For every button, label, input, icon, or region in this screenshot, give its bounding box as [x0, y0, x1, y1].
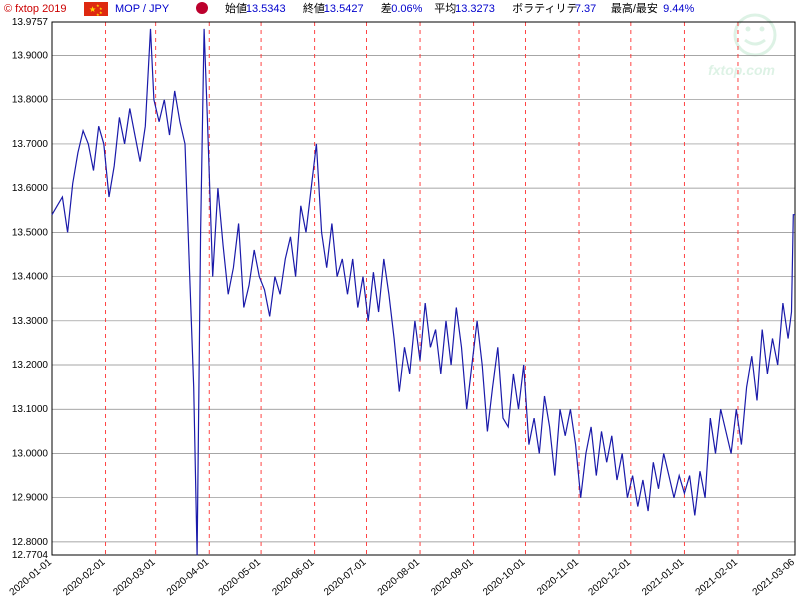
diff_label: 差: [381, 1, 392, 15]
ytick-label: 13.1000: [12, 404, 49, 415]
chart-svg: fxtop.com 12.8000 12.9000 13.0000 13.1000 13.…: [0, 0, 800, 600]
flag-china: ★★★★★: [84, 2, 108, 17]
ytick-label: 13.3000: [12, 316, 49, 327]
hilo_label: 最高/最安: [611, 1, 658, 15]
ytick-label: 12.8000: [12, 537, 49, 548]
diff_value: 0.06%: [391, 3, 422, 15]
ytick-label: 13.7000: [12, 139, 49, 150]
ytick-label: 13.6000: [12, 183, 49, 194]
avg_value: 13.3273: [455, 3, 495, 15]
open_value: 13.5343: [246, 3, 286, 15]
ytick-label: 13.8000: [12, 95, 49, 106]
close_value: 13.5427: [324, 3, 364, 15]
ytick-label: 12.9000: [12, 493, 49, 504]
svg-text:★: ★: [96, 12, 100, 17]
pair-label: MOP / JPY: [115, 3, 170, 15]
chart-container: fxtop.com 12.8000 12.9000 13.0000 13.1000 13.…: [0, 0, 800, 600]
svg-text:fxtop.com: fxtop.com: [708, 62, 775, 78]
flag-japan: [196, 2, 208, 14]
ytick-label: 13.9000: [12, 50, 49, 61]
svg-text:★: ★: [99, 10, 103, 15]
vol_value: 7.37: [575, 3, 596, 15]
copyright: © fxtop 2019: [4, 3, 67, 15]
hilo_value: 9.44%: [663, 3, 694, 15]
close_label: 終値: [303, 1, 325, 15]
avg_label: 平均: [434, 2, 456, 15]
chart-bg: [0, 0, 800, 600]
ytick-label: 13.4000: [12, 272, 49, 283]
open_label: 始値: [225, 1, 247, 15]
ytick-label: 13.5000: [12, 227, 49, 238]
vol_label: ボラティリテ: [512, 2, 577, 15]
ytick-label: 13.0000: [12, 448, 49, 459]
ytick-label: 13.2000: [12, 360, 49, 371]
y-top-label: 13.9757: [12, 17, 49, 28]
